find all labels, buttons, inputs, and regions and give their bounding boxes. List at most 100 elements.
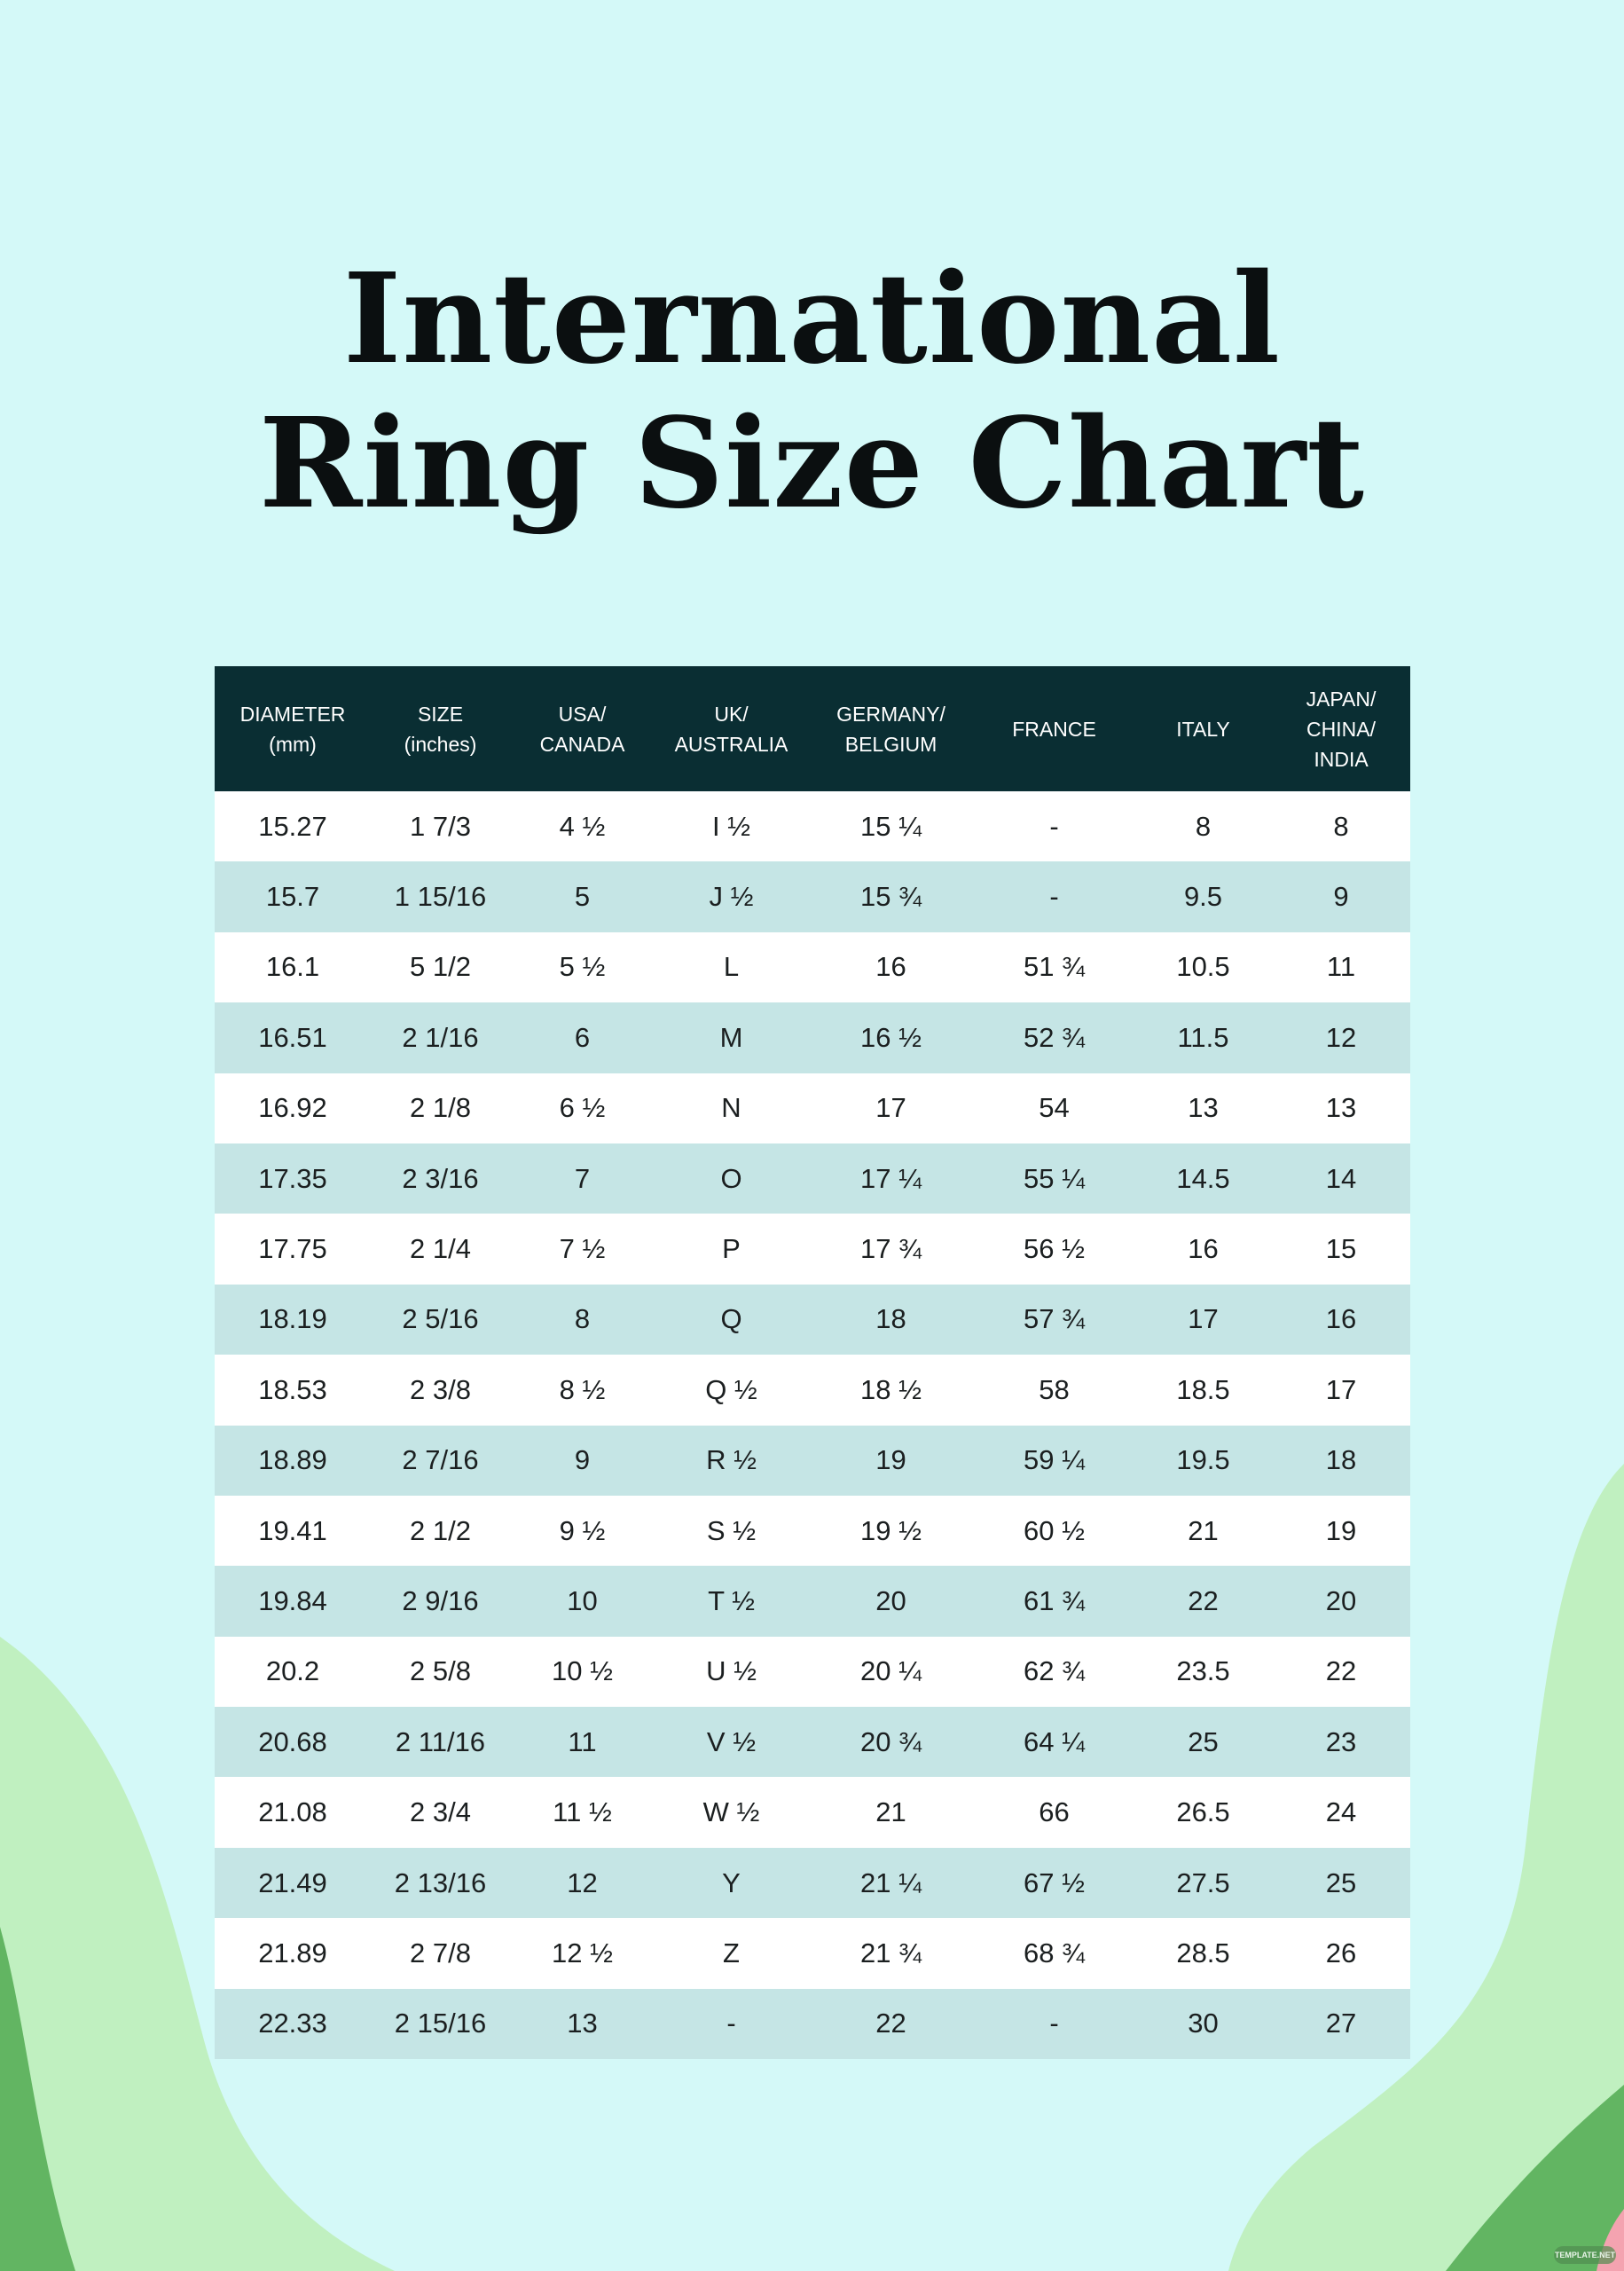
table-cell: 17 [808, 1073, 974, 1143]
table-cell: 21.49 [215, 1847, 371, 1919]
table-cell: 16 [1272, 1284, 1410, 1356]
table-cell: 52 ¾ [974, 1002, 1134, 1073]
table-row: 16.92 2 1/8 6 ½ N 17 54 13 13 [215, 1073, 1410, 1143]
column-header: SIZE (inches) [371, 666, 510, 791]
table-cell: 2 1/2 [371, 1495, 510, 1567]
table-cell: 56 ½ [974, 1214, 1134, 1285]
page-title-line2: Ring Size Chart [259, 391, 1365, 537]
table-cell: 1 7/3 [371, 791, 510, 862]
table-cell: M [655, 1002, 808, 1073]
table-cell: 19.41 [215, 1495, 371, 1567]
table-cell: Q [655, 1284, 808, 1356]
column-header-line: BELGIUM [844, 732, 938, 756]
table-cell: T ½ [655, 1566, 808, 1637]
table-row: 15.7 1 15/16 5 J ½ 15 ¾ -9.5 9 [215, 861, 1410, 932]
column-header: DIAMETER (mm) [215, 666, 371, 791]
table-cell: 22.33 [215, 1988, 371, 2060]
table-cell: 18 [808, 1284, 974, 1356]
table-cell: Z [655, 1918, 808, 1989]
wave-right-light [1228, 1464, 1624, 2271]
table-cell: 17 [1134, 1284, 1272, 1356]
page-title-line1: International [342, 247, 1282, 392]
table-cell: 19 [808, 1425, 974, 1496]
table-cell: 7 [510, 1143, 655, 1214]
table-cell: Y [655, 1847, 808, 1919]
table-cell: 60 ½ [974, 1495, 1134, 1567]
table-row: 16.51 2 1/16 6 M 16 ½ 52 ¾ 11.5 12 [215, 1002, 1410, 1073]
table-cell: 12 [1272, 1002, 1410, 1073]
table-cell: 9 ½ [510, 1495, 655, 1567]
table-row: 19.84 2 9/16 10 T ½ 20 61 ¾ 22 20 [215, 1566, 1410, 1637]
column-header: USA/CANADA [510, 666, 655, 791]
table-cell: 11.5 [1134, 1002, 1272, 1073]
table-cell: 26 [1272, 1918, 1410, 1989]
column-header: FRANCE [974, 666, 1134, 791]
table-cell: 16 ½ [808, 1002, 974, 1073]
table-header-row: DIAMETER (mm) SIZE (inches) USA/CANADA UK/AUS… [215, 666, 1410, 791]
table-cell: 16 [808, 931, 974, 1003]
table-cell: 20 ¼ [808, 1636, 974, 1708]
table-cell: 19.5 [1134, 1425, 1272, 1496]
table-cell: 17.75 [215, 1214, 371, 1285]
column-header-line: GERMANY/ [836, 702, 945, 726]
table-cell: 9.5 [1134, 861, 1272, 932]
table-cell: 15.27 [215, 791, 371, 862]
column-header-line: AUSTRALIA [674, 732, 788, 756]
table-cell: 67 ½ [974, 1847, 1134, 1919]
table-cell: 2 11/16 [371, 1707, 510, 1778]
table-cell: 17 ¼ [808, 1143, 974, 1214]
table-cell: 54 [974, 1073, 1134, 1143]
table-cell: 12 ½ [510, 1918, 655, 1989]
table-row: 21.49 2 13/16 12 Y 21 ¼ 67 ½ 27.5 25 [215, 1847, 1410, 1919]
column-header-line: CHINA/ [1306, 717, 1376, 741]
column-header: JAPAN/CHINA/INDIA [1272, 666, 1410, 791]
table-cell: 15.7 [215, 861, 371, 932]
table-cell: 16.1 [215, 931, 371, 1003]
table-cell: 22 [808, 1988, 974, 2060]
wave-right-dark [1446, 2085, 1624, 2271]
table-cell: 6 ½ [510, 1073, 655, 1143]
table-cell: 2 5/8 [371, 1636, 510, 1708]
table-cell: 9 [510, 1425, 655, 1496]
table-cell: U ½ [655, 1636, 808, 1708]
watermark-logo: TEMPLATE.NET [1554, 2246, 1616, 2264]
table-cell: 2 9/16 [371, 1566, 510, 1637]
table-cell: 1 15/16 [371, 861, 510, 932]
table-cell: 27.5 [1134, 1847, 1272, 1919]
table-cell: 11 ½ [510, 1777, 655, 1848]
table-cell: V ½ [655, 1707, 808, 1778]
table-cell: 51 ¾ [974, 931, 1134, 1003]
table-cell: 61 ¾ [974, 1566, 1134, 1637]
table-cell: - [655, 1988, 808, 2060]
table-cell: 17.35 [215, 1143, 371, 1214]
table-cell: 2 7/8 [371, 1918, 510, 1989]
table-cell: 14 [1272, 1143, 1410, 1214]
table-cell: O [655, 1143, 808, 1214]
table-cell: 66 [974, 1777, 1134, 1848]
table-cell: 11 [1272, 931, 1410, 1003]
table-cell: 5 [510, 861, 655, 932]
table-cell: 16.92 [215, 1073, 371, 1143]
table-cell: 19.84 [215, 1566, 371, 1637]
table-cell: 4 ½ [510, 791, 655, 862]
table-cell: 8 [510, 1284, 655, 1356]
table-cell: 6 [510, 1002, 655, 1073]
table-cell: 59 ¼ [974, 1425, 1134, 1496]
table-cell: W ½ [655, 1777, 808, 1848]
table-row: 18.89 2 7/16 9 R ½ 19 59 ¼ 19.5 18 [215, 1425, 1410, 1496]
table-cell: 2 3/8 [371, 1355, 510, 1426]
table-cell: 58 [974, 1355, 1134, 1426]
column-header-line: (mm) [269, 732, 317, 756]
table-cell: 68 ¾ [974, 1918, 1134, 1989]
table-cell: 2 5/16 [371, 1284, 510, 1356]
table-cell: 55 ¼ [974, 1143, 1134, 1214]
table-cell: 20.68 [215, 1707, 371, 1778]
table-cell: 13 [1272, 1073, 1410, 1143]
table-cell: 5 ½ [510, 931, 655, 1003]
table-cell: 5 1/2 [371, 931, 510, 1003]
table-cell: 2 3/4 [371, 1777, 510, 1848]
